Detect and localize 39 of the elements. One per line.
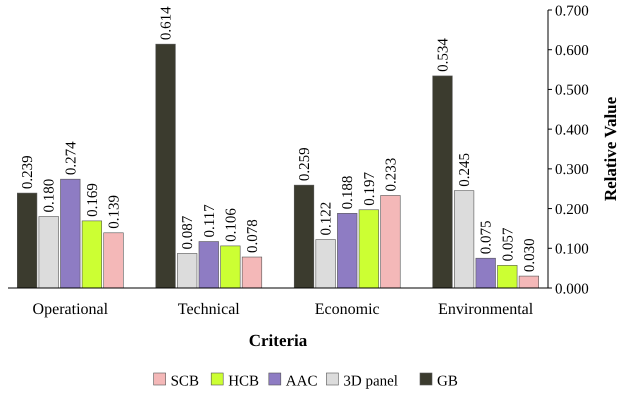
x-tick-label: Technical — [178, 301, 240, 318]
y-tick-label: 0.700 — [555, 3, 589, 20]
y-tick-label: 0.600 — [555, 42, 589, 59]
data-label: 0.259 — [297, 147, 314, 182]
data-label: 0.030 — [522, 238, 538, 272]
legend-label: AAC — [286, 373, 318, 390]
y-tick-label: 0.500 — [555, 82, 589, 99]
data-label: 0.534 — [435, 38, 452, 72]
data-label: 0.057 — [500, 227, 516, 262]
legend-label: 3D panel — [343, 373, 398, 390]
y-tick-label: 0.200 — [555, 202, 589, 218]
x-tick-label: Environmental — [438, 301, 534, 318]
data-label: 0.117 — [202, 204, 218, 238]
y-tick-label: 0.000 — [555, 281, 589, 298]
legend-label: GB — [437, 373, 458, 390]
data-label: 0.122 — [318, 202, 335, 236]
x-tick-label: Economic — [314, 301, 380, 318]
data-label: 0.233 — [383, 158, 400, 192]
data-label: 0.087 — [180, 215, 196, 250]
legend-label: SCB — [170, 373, 199, 390]
data-label: 0.614 — [158, 6, 175, 40]
x-tick-label: Operational — [32, 301, 109, 318]
y-tick-label: 0.300 — [555, 162, 589, 178]
data-label: 0.274 — [63, 140, 80, 176]
data-label: 0.197 — [362, 172, 378, 206]
y-tick-label: 0.400 — [555, 122, 589, 138]
data-label: 0.075 — [478, 220, 495, 254]
data-label: 0.139 — [106, 195, 123, 229]
y-axis-title: Relative Value — [601, 96, 620, 202]
data-label: 0.188 — [340, 176, 356, 210]
data-label: 0.239 — [20, 155, 36, 190]
data-label: 0.180 — [42, 178, 58, 213]
data-label: 0.078 — [244, 219, 261, 254]
data-label: 0.245 — [457, 152, 474, 187]
legend-label: HCB — [228, 373, 260, 390]
y-tick-label: 0.100 — [555, 242, 589, 258]
data-label: 0.169 — [84, 183, 101, 217]
x-axis-title: Criteria — [248, 331, 308, 350]
data-label: 0.106 — [223, 208, 240, 242]
